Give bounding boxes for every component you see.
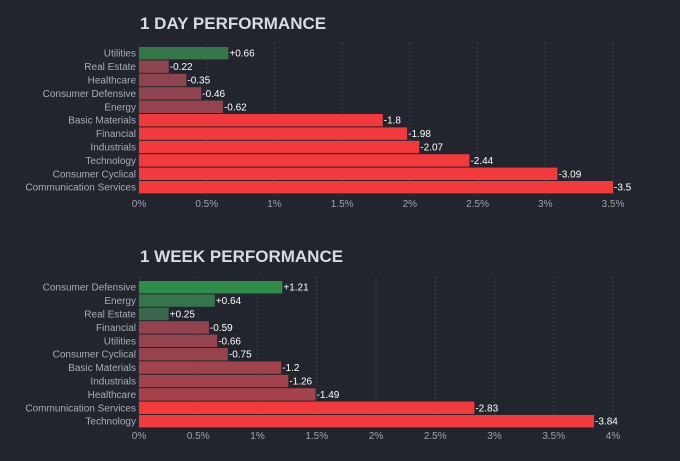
category-label: Industrials bbox=[90, 377, 136, 388]
value-label: -0.62 bbox=[224, 102, 247, 113]
bar bbox=[139, 140, 420, 154]
category-label: Industrials bbox=[90, 143, 136, 154]
category-label: Healthcare bbox=[88, 390, 137, 401]
bar bbox=[139, 73, 187, 87]
value-label: -0.46 bbox=[202, 89, 225, 100]
value-label: -1.98 bbox=[408, 129, 431, 140]
bar bbox=[139, 415, 595, 428]
bar bbox=[139, 154, 470, 167]
x-tick-label: 1% bbox=[267, 199, 282, 210]
category-label: Technology bbox=[85, 417, 136, 428]
category-label: Consumer Defensive bbox=[43, 283, 137, 294]
value-label: -2.44 bbox=[470, 156, 493, 167]
category-label: Consumer Cyclical bbox=[53, 350, 136, 361]
x-tick-label: 4% bbox=[606, 431, 621, 442]
category-label: Technology bbox=[85, 156, 136, 167]
bar bbox=[139, 321, 209, 334]
category-label: Utilities bbox=[104, 49, 136, 60]
value-label: +0.25 bbox=[170, 310, 196, 321]
one-week-performance-panel: 0% 0.5% 1% 1.5% 2% 2.5% 3% 3.5% 4% 1 WEEK PERFORM… bbox=[25, 247, 620, 442]
bar bbox=[139, 374, 289, 388]
bar bbox=[139, 167, 558, 180]
category-label: Basic Materials bbox=[68, 116, 136, 127]
value-label: -0.66 bbox=[218, 336, 241, 347]
value-label: +0.66 bbox=[229, 49, 255, 60]
x-tick-label: 0% bbox=[132, 199, 147, 210]
value-label: -1.8 bbox=[384, 116, 402, 127]
bar bbox=[139, 114, 383, 127]
bar bbox=[139, 60, 169, 73]
category-label: Energy bbox=[104, 296, 136, 307]
bar bbox=[139, 401, 475, 414]
x-tick-label: 0% bbox=[132, 431, 147, 442]
bar bbox=[139, 307, 169, 321]
category-label: Real Estate bbox=[84, 310, 136, 321]
bar bbox=[139, 181, 613, 194]
category-label: Basic Materials bbox=[68, 363, 136, 374]
category-label: Communication Services bbox=[25, 403, 136, 414]
value-label: -3.5 bbox=[614, 183, 632, 194]
value-label: -0.59 bbox=[210, 323, 233, 334]
category-label: Consumer Defensive bbox=[43, 89, 137, 100]
one-day-performance-panel: 0% 0.5% 1% 1.5% 2% 2.5% 3% 3.5% 1 DAY PERFORMANC… bbox=[25, 14, 631, 210]
x-tick-label: 2% bbox=[403, 199, 418, 210]
bar bbox=[139, 388, 316, 401]
bar bbox=[139, 281, 283, 294]
x-tick-label: 1.5% bbox=[305, 431, 328, 442]
bar bbox=[139, 334, 218, 347]
value-label: -3.09 bbox=[558, 169, 581, 180]
value-label: +0.64 bbox=[216, 296, 242, 307]
x-tick-label: 2% bbox=[369, 431, 384, 442]
value-label: -0.22 bbox=[170, 62, 193, 73]
x-tick-label: 1.5% bbox=[331, 199, 354, 210]
bar bbox=[139, 100, 223, 113]
bar bbox=[139, 361, 282, 374]
bar bbox=[139, 47, 229, 60]
chart-title: 1 DAY PERFORMANCE bbox=[140, 14, 326, 33]
chart-title: 1 WEEK PERFORMANCE bbox=[140, 247, 343, 266]
category-label: Financial bbox=[96, 323, 136, 334]
x-tick-label: 3% bbox=[487, 431, 502, 442]
x-tick-label: 3.5% bbox=[542, 431, 565, 442]
bar bbox=[139, 127, 408, 140]
x-tick-label: 3.5% bbox=[602, 199, 625, 210]
value-label: -0.35 bbox=[187, 76, 210, 87]
value-label: -2.07 bbox=[420, 143, 443, 154]
bar bbox=[139, 294, 215, 307]
x-tick-label: 3% bbox=[538, 199, 553, 210]
x-tick-label: 0.5% bbox=[187, 431, 210, 442]
value-label: +1.21 bbox=[283, 283, 309, 294]
x-tick-label: 1% bbox=[250, 431, 265, 442]
x-tick-label: 2.5% bbox=[424, 431, 447, 442]
category-label: Energy bbox=[104, 102, 136, 113]
category-label: Healthcare bbox=[88, 76, 137, 87]
category-label: Communication Services bbox=[25, 183, 136, 194]
category-label: Real Estate bbox=[84, 62, 136, 73]
value-label: -2.83 bbox=[475, 403, 498, 414]
bar bbox=[139, 348, 228, 361]
category-label: Consumer Cyclical bbox=[53, 169, 136, 180]
value-label: -1.2 bbox=[282, 363, 300, 374]
category-label: Financial bbox=[96, 129, 136, 140]
category-label: Utilities bbox=[104, 336, 136, 347]
bar bbox=[139, 87, 202, 100]
value-label: -1.49 bbox=[317, 390, 340, 401]
value-label: -0.75 bbox=[229, 350, 252, 361]
x-tick-label: 0.5% bbox=[195, 199, 218, 210]
value-label: -3.84 bbox=[595, 417, 618, 428]
x-tick-label: 2.5% bbox=[466, 199, 489, 210]
value-label: -1.26 bbox=[289, 377, 312, 388]
